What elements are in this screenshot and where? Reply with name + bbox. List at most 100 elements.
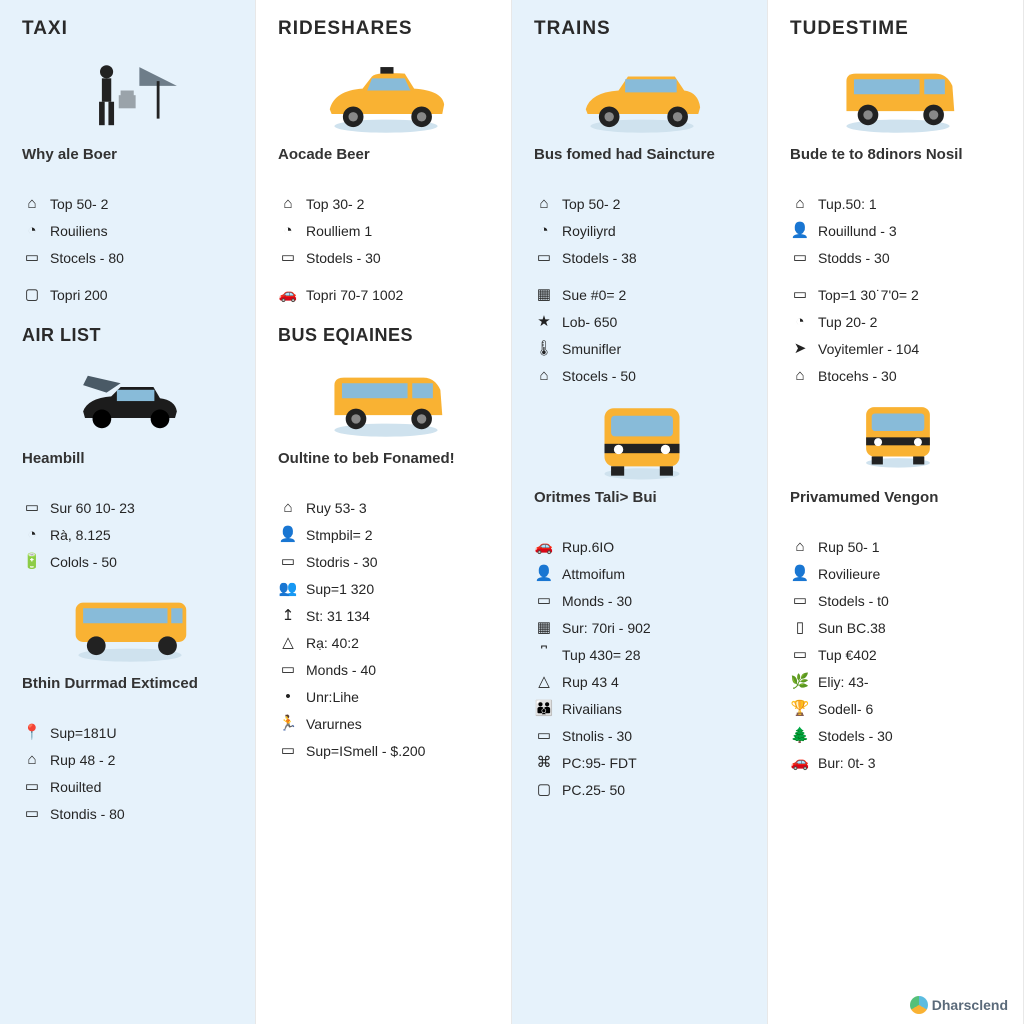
stat-text: PC:95- FDT xyxy=(562,755,637,772)
box-icon: ▭ xyxy=(22,248,42,268)
stat-item: ▭ Stocels - 80 xyxy=(22,248,237,268)
person-icon: 👤 xyxy=(790,564,810,584)
stat-text: Tup 430= 28 xyxy=(562,647,641,664)
stat-text: Stmpbil= 2 xyxy=(306,527,373,544)
stat-item: ⌘ PC:95- FDT xyxy=(534,753,749,773)
stat-item: △ Rạ: 40:2 xyxy=(278,633,493,653)
stat-item: ⌂ Tup.50: 1 xyxy=(790,194,1005,214)
subtitle: Bus fomed had Saincture xyxy=(534,146,749,184)
stat-item: △ Rup 43 4 xyxy=(534,672,749,692)
subtitle: Bude te to 8dinors Nosil xyxy=(790,146,1005,184)
stat-list: ⌂ Ruy 53- 3 👤 Stmpbil= 2 ▭ Stodris - 30 xyxy=(278,498,493,572)
footer-brand: Dharsclend xyxy=(910,996,1008,1014)
mid-vehicle-icon xyxy=(278,354,493,444)
stat-list: ⌂ Top 30- 2 ◔ Roulliem 1 ▭ Stodels - 30 xyxy=(278,194,493,268)
stat-item: ▢ PC.25- 50 xyxy=(534,780,749,800)
stat-text: Bur: 0t- 3 xyxy=(818,755,876,772)
subtitle-2: Oultine to beb Fonamed! xyxy=(278,450,493,488)
stat-text: Sun BC.38 xyxy=(818,620,886,637)
tree-icon: 🌲 xyxy=(790,726,810,746)
home-icon: ⌂ xyxy=(534,366,554,386)
stat-text: Attmoifum xyxy=(562,566,625,583)
stat-text: Colols - 50 xyxy=(50,554,117,571)
clock-icon: ◔ xyxy=(278,221,298,241)
top-vehicle-icon xyxy=(278,50,493,140)
arrow-icon: ➤ xyxy=(790,339,810,359)
subtitle: Why ale Boer xyxy=(22,146,237,184)
dot-icon: • xyxy=(278,687,298,707)
up-icon: ↥ xyxy=(278,606,298,626)
person-icon: 👤 xyxy=(534,564,554,584)
stat-text: Varurnes xyxy=(306,716,362,733)
stat-item: ▭ Stodds - 30 xyxy=(790,248,1005,268)
stat-item: ▭ Rouilted xyxy=(22,777,237,797)
stat-list: ▦ Sue #0= 2 ★ Lob- 650 🌡 Smunifler ⌂ Sto… xyxy=(534,285,749,386)
stat-list: ⌂ Top 50- 2 ◔ Rouiliens ▭ Stocels - 80 xyxy=(22,194,237,268)
column-2: RIDESHARES Aocade Beer ⌂ Top 30- 2 ◔ Rou… xyxy=(256,0,512,1024)
brand-logo-icon xyxy=(910,996,928,1014)
stat-text: Stodds - 30 xyxy=(818,250,890,267)
stat-list: ▯ Sun BC.38 ▭ Tup €402 🌿 Eliy: 43- 🏆 Sod… xyxy=(790,618,1005,746)
stat-item: 👤 Stmpbil= 2 xyxy=(278,525,493,545)
star-icon: ★ xyxy=(534,312,554,332)
box-icon: ▭ xyxy=(22,777,42,797)
box-icon: ▭ xyxy=(278,741,298,761)
stat-item: ▭ Sur 60 10- 23 xyxy=(22,498,237,518)
stat-list: ▢ Topri 200 xyxy=(22,285,237,305)
tri-icon: △ xyxy=(278,633,298,653)
box-icon: ▭ xyxy=(790,248,810,268)
stat-text: Rup 50- 1 xyxy=(818,539,879,556)
stat-item: ➤ Voyitemler - 104 xyxy=(790,339,1005,359)
stat-text: Rouilted xyxy=(50,779,101,796)
stat-text: Tup €402 xyxy=(818,647,877,664)
grid-icon: ▦ xyxy=(534,285,554,305)
stat-text: Smunifler xyxy=(562,341,621,358)
stat-list: ⌘ PC:95- FDT ▢ PC.25- 50 xyxy=(534,753,749,800)
cup-icon: 🏆 xyxy=(790,699,810,719)
stat-item: ▭ Monds - 30 xyxy=(534,591,749,611)
stat-text: PC.25- 50 xyxy=(562,782,625,799)
house-icon: ⌂ xyxy=(534,194,554,214)
subtitle-2: Heambill xyxy=(22,450,237,488)
stat-text: Sur 60 10- 23 xyxy=(50,500,135,517)
stat-text: Eliy: 43- xyxy=(818,674,869,691)
stat-item: ◔ Rà, 8.125 xyxy=(22,525,237,545)
stat-item: 🌿 Eliy: 43- xyxy=(790,672,1005,692)
stat-text: Monds - 30 xyxy=(562,593,632,610)
house-icon: ⌂ xyxy=(278,194,298,214)
stat-list: 🚗 Topri 70-7 1002 xyxy=(278,285,493,305)
stat-item: 🚗 Rup.6IO xyxy=(534,537,749,557)
stat-item: 🚗 Bur: 0t- 3 xyxy=(790,753,1005,773)
stat-item: ⌂ Btocehs - 30 xyxy=(790,366,1005,386)
chip-icon: ⌘ xyxy=(534,753,554,773)
stat-text: Stocels - 50 xyxy=(562,368,636,385)
stat-text: Voyitemler - 104 xyxy=(818,341,919,358)
stat-text: St: 31 134 xyxy=(306,608,370,625)
house-icon: ⌂ xyxy=(22,194,42,214)
stat-text: Stodels - t0 xyxy=(818,593,889,610)
stat-item: ★ Lob- 650 xyxy=(534,312,749,332)
stat-list: 🚗 Rup.6IO 👤 Attmoifum ▭ Monds - 30 xyxy=(534,537,749,611)
remote-icon: ▯ xyxy=(790,618,810,638)
stat-item: ▭ Monds - 40 xyxy=(278,660,493,680)
stat-text: Sur: 70ri - 902 xyxy=(562,620,651,637)
person-icon: 👤 xyxy=(278,525,298,545)
stat-item: ⌂ Top 50- 2 xyxy=(22,194,237,214)
people-icon: 👪 xyxy=(534,699,554,719)
column-title: TUDESTIME xyxy=(790,18,1005,40)
clock-icon: ◔ xyxy=(534,221,554,241)
box-icon: ▭ xyxy=(534,248,554,268)
stat-list: 👥 Sup=1 320 ↥ St: 31 134 △ Rạ: 40:2 ▭ Mo… xyxy=(278,579,493,680)
stat-item: ⌂ Top 50- 2 xyxy=(534,194,749,214)
box-icon: ▭ xyxy=(534,726,554,746)
stat-item: 👤 Rouillund - 3 xyxy=(790,221,1005,241)
pin-icon: 📍 xyxy=(22,723,42,743)
stat-item: 🏃 Varurnes xyxy=(278,714,493,734)
stat-list: • Unr:Lihe 🏃 Varurnes ▭ Sup=ISmell - $.2… xyxy=(278,687,493,761)
box-icon: ▭ xyxy=(22,804,42,824)
stat-item: 👥 Sup=1 320 xyxy=(278,579,493,599)
mid-vehicle-icon xyxy=(790,393,1005,483)
stat-text: Stodris - 30 xyxy=(306,554,378,571)
clock-icon: ◔ xyxy=(790,312,810,332)
stat-item: ⎴ Tup 430= 28 xyxy=(534,645,749,665)
